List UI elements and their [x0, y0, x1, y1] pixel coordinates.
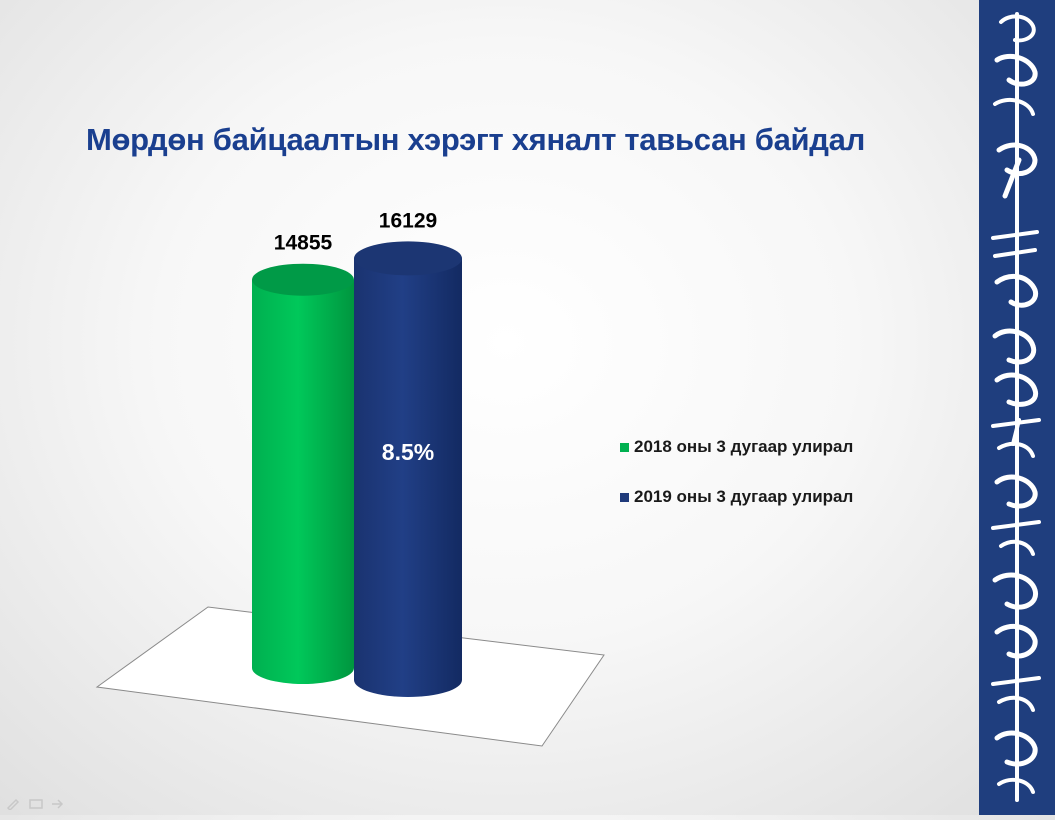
side-band — [979, 0, 1055, 815]
legend-label-1: 2018 оны 3 дугаар улирал — [634, 437, 853, 456]
next-arrow-icon[interactable] — [52, 799, 64, 809]
chart-floor — [95, 606, 605, 747]
legend: 2018 оны 3 дугаар улирал 2019 оны 3 дугаа… — [620, 437, 853, 506]
change-percent-label: 8.5% — [382, 439, 434, 465]
bar-top — [354, 241, 462, 276]
bar-body — [354, 258, 462, 697]
bar-1 — [252, 263, 354, 684]
menu-icon[interactable] — [29, 799, 43, 809]
legend-swatch-1 — [620, 443, 629, 452]
legend-swatch-2 — [620, 493, 629, 502]
bar-body — [252, 279, 354, 684]
legend-label-2: 2019 оны 3 дугаар улирал — [634, 487, 853, 506]
slide-navigation[interactable] — [6, 796, 70, 810]
chart: 14855 16129 8.5% 2018 оны 3 дугаар улирал… — [95, 209, 853, 747]
bar-top — [252, 263, 354, 296]
data-label-1: 14855 — [274, 232, 333, 255]
data-label-2: 16129 — [379, 209, 437, 232]
mongolian-script-emblem — [991, 12, 1041, 802]
bar-2 — [354, 241, 462, 697]
pen-icon[interactable] — [6, 798, 20, 810]
slide-title: Мөрдөн байцаалтын хэрэгт хяналт тавьсан … — [86, 122, 866, 157]
